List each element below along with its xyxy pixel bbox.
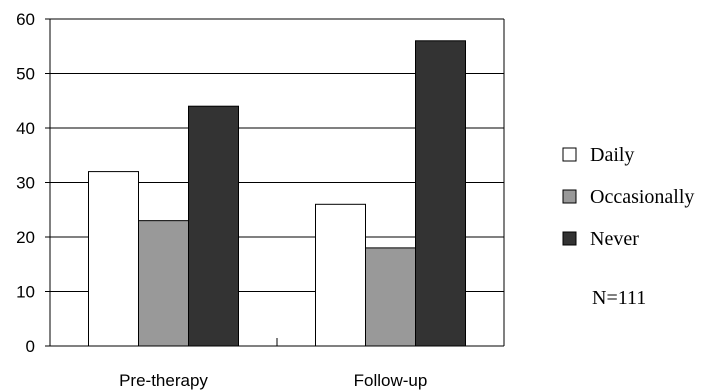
y-tick-label: 10 (16, 283, 35, 302)
bar-never-pre-therapy (188, 105, 239, 347)
legend-label-never: Never (590, 228, 639, 250)
y-tick-label: 30 (16, 174, 35, 193)
y-tick-label: 40 (16, 119, 35, 138)
bars (88, 40, 466, 347)
sample-size-note: N=111 (592, 287, 646, 309)
legend: Daily Occasionally Never (562, 144, 694, 250)
bar-occasionally-pre-therapy (138, 220, 189, 347)
y-tick-label: 50 (16, 65, 35, 84)
y-tick-label: 0 (26, 337, 35, 356)
legend-swatch-daily (562, 147, 577, 162)
bar-daily-follow-up (315, 203, 366, 347)
bar-daily-pre-therapy (88, 171, 139, 347)
axes (45, 18, 505, 347)
y-axis-ticks: 0 10 20 30 40 50 60 (16, 10, 35, 356)
legend-label-daily: Daily (590, 144, 634, 166)
y-tick-label: 20 (16, 228, 35, 247)
bar-never-follow-up (415, 40, 466, 347)
x-category-label: Follow-up (354, 371, 428, 390)
bar-occasionally-follow-up (365, 247, 416, 347)
legend-swatch-never (562, 231, 577, 246)
x-axis-categories: Pre-therapy Follow-up (119, 371, 427, 390)
x-category-label: Pre-therapy (119, 371, 208, 390)
y-tick-label: 60 (16, 10, 35, 29)
legend-label-occasionally: Occasionally (590, 186, 694, 208)
legend-swatch-occasionally (562, 189, 577, 204)
